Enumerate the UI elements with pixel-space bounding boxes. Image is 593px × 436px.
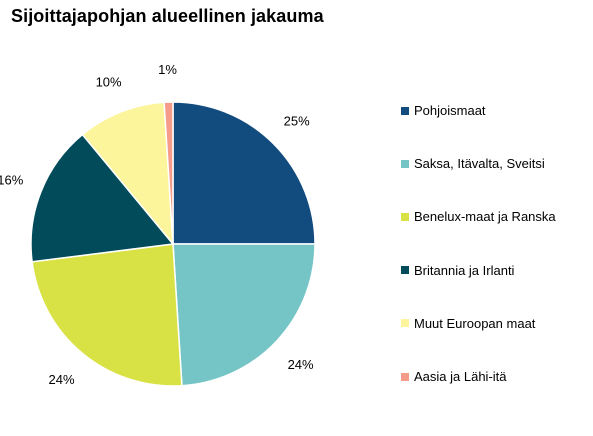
legend-item-5: Aasia ja Lähi-itä <box>401 369 507 384</box>
legend-label-5: Aasia ja Lähi-itä <box>414 369 507 384</box>
legend-swatch-4 <box>401 319 409 328</box>
legend-label-0: Pohjoismaat <box>414 103 486 118</box>
legend-item-2: Benelux-maat ja Ranska <box>401 209 556 224</box>
pie-data-labels: 25% 24% 24% 16% 10% 1% <box>0 62 314 387</box>
data-label-4: 10% <box>96 74 122 89</box>
legend-label-4: Muut Euroopan maat <box>414 315 536 331</box>
legend-label-2: Benelux-maat ja Ranska <box>414 209 556 225</box>
legend-swatch-3 <box>401 266 409 275</box>
pie-slice-4 <box>81 101 174 247</box>
data-label-0: 25% <box>284 113 310 128</box>
pie-slice-1 <box>172 243 316 387</box>
legend-label-1: Saksa, Itävalta, Sveitsi <box>414 156 545 172</box>
data-label-1: 24% <box>288 357 314 372</box>
pie-slice-3 <box>30 133 175 263</box>
pie-slice-2 <box>31 243 183 387</box>
legend: Pohjoismaat Saksa, Itävalta, Sveitsi Benel… <box>401 0 591 436</box>
legend-label-3: Britannia ja Irlanti <box>414 262 515 278</box>
legend-swatch-5 <box>401 372 409 381</box>
pie-slice-5 <box>163 101 174 245</box>
pie-slices <box>30 101 316 387</box>
legend-swatch-0 <box>401 106 409 115</box>
legend-item-4: Muut Euroopan maat <box>401 316 535 331</box>
legend-item-3: Britannia ja Irlanti <box>401 263 514 278</box>
data-label-5: 1% <box>158 62 177 77</box>
legend-item-1: Saksa, Itävalta, Sveitsi <box>401 156 545 171</box>
legend-swatch-1 <box>401 159 409 168</box>
chart-title: Sijoittajapohjan alueellinen jakauma <box>11 6 324 26</box>
pie-slice-0 <box>172 101 316 245</box>
data-label-2: 24% <box>48 372 74 387</box>
legend-swatch-2 <box>401 212 409 221</box>
data-label-3: 16% <box>0 173 24 188</box>
legend-item-0: Pohjoismaat <box>401 103 486 118</box>
